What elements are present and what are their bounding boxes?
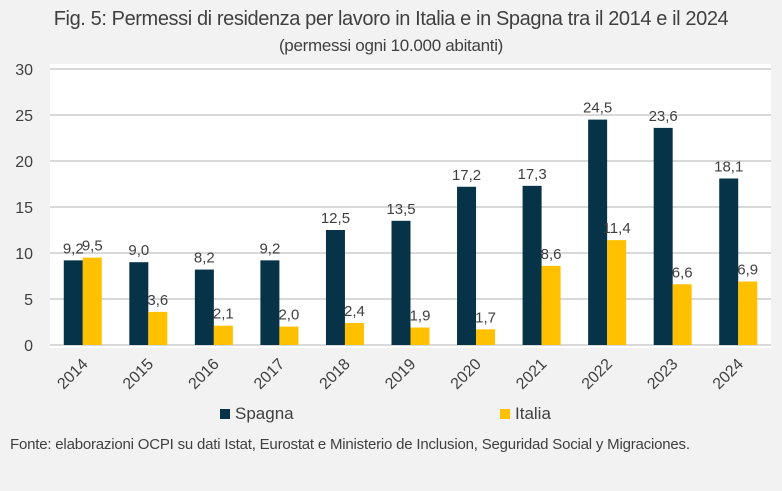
bar-spagna-2015 [129,262,149,345]
data-label-spagna-2022: 24,5 [583,100,612,117]
data-label-italia-2020: 1,7 [475,309,496,326]
data-label-spagna-2015: 9,0 [128,242,149,259]
bar-italia-2015 [148,311,168,345]
bar-italia-2020 [476,329,496,345]
data-label-spagna-2020: 17,2 [452,167,481,184]
data-labels: 9,29,5 9,03,68,22,19,22,012,52,413,51,917… [63,100,758,327]
data-label-spagna-2024: 18,1 [714,158,743,175]
data-label-italia-2016: 2,1 [213,306,234,323]
x-tick-label: 2017 [251,356,288,393]
x-tick-label: 2015 [120,356,157,393]
bar-italia-2017 [279,326,299,345]
data-label-italia-2021: 8,6 [541,246,562,263]
data-label-spagna-2014: 9,2 [63,240,84,257]
y-tick-label: 25 [15,108,33,125]
bar-spagna-2022 [588,119,608,345]
bar-spagna-2016 [194,269,214,345]
bar-italia-2016 [213,325,233,345]
source-note: Fonte: elaborazioni OCPI su dati Istat, … [10,436,690,453]
bar-spagna-2021 [522,185,542,345]
x-tick-label: 2014 [54,356,91,393]
y-axis-ticks: 0 5 10 15 20 25 30 [15,62,33,355]
bar-spagna-2023 [653,127,673,345]
bar-italia-2019 [410,327,430,345]
bar-spagna-2020 [457,186,477,345]
legend-swatch-spagna [220,409,230,419]
x-axis-ticks: 2014 2015 2016 2017 2018 2019 2020 2021 2022 2023… [54,356,747,393]
x-tick-label: 2022 [579,356,616,393]
bar-italia-2014 [82,257,102,345]
bar-italia-2024 [738,281,758,345]
bar-spagna-2019 [391,220,411,345]
x-tick-label: 2023 [644,356,681,393]
bar-spagna-2018 [325,230,345,345]
data-label-italia-2017: 2,0 [278,307,299,324]
x-tick-label: 2018 [317,356,354,393]
bar-spagna-2014 [63,260,83,345]
bar-italia-2018 [344,322,364,345]
legend-item-italia: Italia [500,404,551,424]
x-tick-label: 2021 [513,356,550,393]
bar-italia-2023 [672,284,692,345]
data-label-spagna-2023: 23,6 [649,108,678,125]
y-tick-label: 10 [15,246,33,263]
bar-italia-2021 [541,265,561,345]
legend-item-spagna: Spagna [220,404,294,424]
chart-subtitle: (permessi ogni 10.000 abitanti) [278,36,504,55]
data-label-italia-2023: 6,6 [672,264,693,281]
data-label-spagna-2016: 8,2 [194,250,215,267]
legend-label-spagna: Spagna [235,404,294,423]
data-label-spagna-2021: 17,3 [517,166,546,183]
data-label-spagna-2019: 13,5 [386,201,415,218]
data-label-italia-2019: 1,9 [410,308,431,325]
legend-label-italia: Italia [515,404,551,423]
data-label-spagna-2018: 12,5 [321,210,350,227]
x-tick-label: 2020 [448,356,485,393]
bar-spagna-2017 [260,260,280,345]
data-label-italia-2024: 6,9 [737,262,758,279]
x-tick-label: 2024 [710,356,747,393]
y-tick-label: 30 [15,62,33,79]
x-tick-label: 2019 [382,356,419,393]
data-label-spagna-2017: 9,2 [259,240,280,257]
y-tick-label: 15 [15,200,33,217]
y-tick-label: 20 [15,154,33,171]
y-tick-label: 0 [24,338,33,355]
data-label-italia-2014: 9,5 [82,238,103,255]
y-tick-label: 5 [24,292,33,309]
legend-swatch-italia [500,409,510,419]
data-label-italia-2015: 3,6 [147,292,168,309]
bars [63,119,758,345]
bar-italia-2022 [607,240,627,345]
data-label-italia-2018: 2,4 [344,303,365,320]
x-tick-label: 2016 [186,356,223,393]
data-label-italia-2022: 11,4 [603,220,631,237]
chart-title: Fig. 5: Permessi di residenza per lavoro… [53,8,729,30]
bar-spagna-2024 [719,178,739,345]
